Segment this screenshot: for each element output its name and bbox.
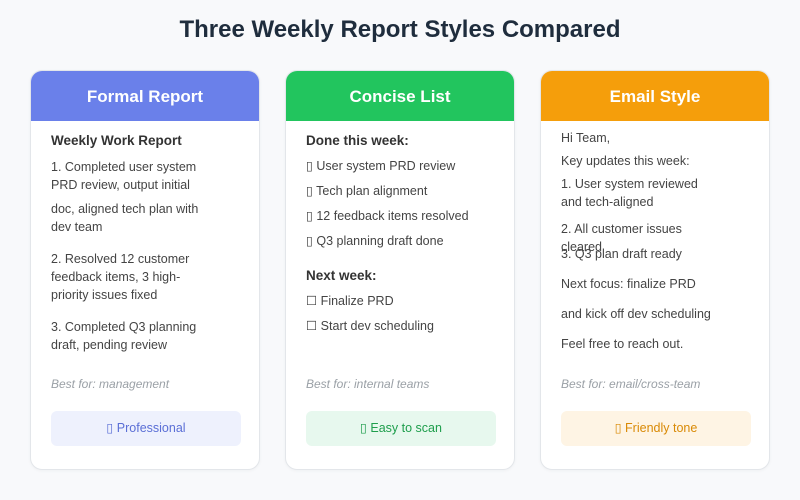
list-item: ▯ Tech plan alignment xyxy=(306,184,428,198)
list-item: ▯ 12 feedback items resolved xyxy=(306,209,469,223)
card: Concise List Done this week: ▯ User system… xyxy=(285,70,515,470)
card: Formal Report Weekly Work Report 1. Comple… xyxy=(30,70,260,470)
list-item: doc, aligned tech plan with dev team xyxy=(51,202,199,234)
list-item: ▯ User system PRD review xyxy=(306,159,456,173)
list-item: Key updates this week: xyxy=(561,154,690,168)
page-title: Three Weekly Report Styles Compared xyxy=(179,16,621,43)
card-header: Email Style xyxy=(541,71,769,121)
tag-badge: ▯ Easy to scan xyxy=(306,411,496,446)
card: Email Style Hi Team, Key updates this week… xyxy=(540,70,770,470)
list-item: and kick off dev scheduling xyxy=(561,307,711,321)
list-item: Hi Team, xyxy=(561,131,611,145)
section-heading: Weekly Work Report xyxy=(51,133,182,148)
usage-note: Best for: email/cross-team xyxy=(561,377,701,391)
list-item: Feel free to reach out. xyxy=(561,337,684,351)
list-item: 2. Resolved 12 customer feedback items, … xyxy=(51,252,190,302)
list-item: Next focus: finalize PRD xyxy=(561,277,696,291)
list-item: ☐ Finalize PRD xyxy=(306,294,394,308)
section-heading: Next week: xyxy=(306,268,377,283)
section-heading: Done this week: xyxy=(306,133,409,148)
usage-note: Best for: management xyxy=(51,377,170,391)
card-header: Concise List xyxy=(286,71,514,121)
list-item: 3. Completed Q3 planning draft, pending … xyxy=(51,320,197,352)
usage-note: Best for: internal teams xyxy=(306,377,430,391)
list-item: ☐ Start dev scheduling xyxy=(306,319,434,333)
tag-badge: ▯ Friendly tone xyxy=(561,411,751,446)
card-header: Formal Report xyxy=(31,71,259,121)
list-item: 3. Q3 plan draft ready xyxy=(561,247,682,261)
list-item: ▯ Q3 planning draft done xyxy=(306,234,444,248)
list-item: 2. All customer issues cleared xyxy=(561,222,682,254)
list-item: 1. Completed user system PRD review, out… xyxy=(51,160,197,192)
list-item: 1. User system reviewed and tech-aligned xyxy=(561,177,698,209)
tag-badge: ▯ Professional xyxy=(51,411,241,446)
